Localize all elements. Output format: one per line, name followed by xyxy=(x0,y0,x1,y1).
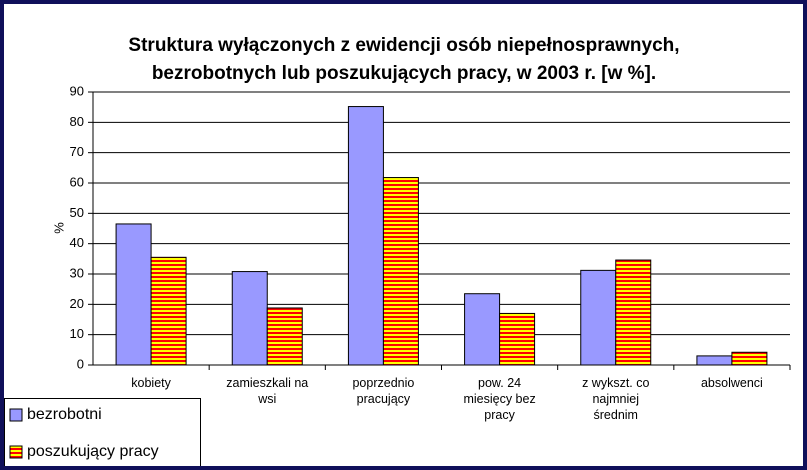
bar xyxy=(150,256,187,366)
chart-title: bezrobotnych lub poszukujących pracy, w … xyxy=(152,63,656,84)
y-tick-label: 0 xyxy=(77,356,84,371)
y-tick-label: 90 xyxy=(70,83,84,98)
legend-box xyxy=(4,398,201,466)
chart-title: Struktura wyłączonych z ewidencji osób n… xyxy=(128,35,679,56)
legend-label: bezrobotni xyxy=(27,406,102,423)
y-tick-label: 50 xyxy=(70,205,84,220)
y-tick-label: 70 xyxy=(70,144,84,159)
bar xyxy=(231,271,268,366)
chart-svg: Struktura wyłączonych z ewidencji osób n… xyxy=(4,35,791,466)
y-tick-label: 30 xyxy=(70,265,84,280)
y-tick-label: 20 xyxy=(70,296,84,311)
legend-swatch xyxy=(9,408,23,422)
bar xyxy=(464,293,501,366)
y-tick-label: 80 xyxy=(70,114,84,129)
x-tick-label: pow. 24 miesięcy bez pracy xyxy=(463,376,536,422)
bar xyxy=(115,223,152,366)
bar xyxy=(499,312,536,366)
bar xyxy=(347,106,384,366)
y-tick-label: 40 xyxy=(70,235,84,250)
x-tick-label: poprzednio pracujący xyxy=(352,376,415,406)
x-tick-label: absolwenci xyxy=(700,376,763,390)
bar xyxy=(580,269,617,366)
legend-label: poszukujący pracy xyxy=(27,443,159,460)
bar xyxy=(696,355,733,366)
x-tick-label: z wykszt. co najmniej średnim xyxy=(582,376,650,422)
bar xyxy=(266,307,303,366)
x-tick-label: kobiety xyxy=(131,376,171,390)
x-tick-label: zamieszkali na wsi xyxy=(226,376,309,406)
y-tick-label: 60 xyxy=(70,174,84,189)
legend-swatch xyxy=(9,445,23,459)
y-tick-label: 10 xyxy=(70,326,84,341)
bar xyxy=(731,351,768,366)
bar xyxy=(382,177,419,366)
bar xyxy=(615,259,652,366)
y-axis-label: % xyxy=(51,222,66,234)
